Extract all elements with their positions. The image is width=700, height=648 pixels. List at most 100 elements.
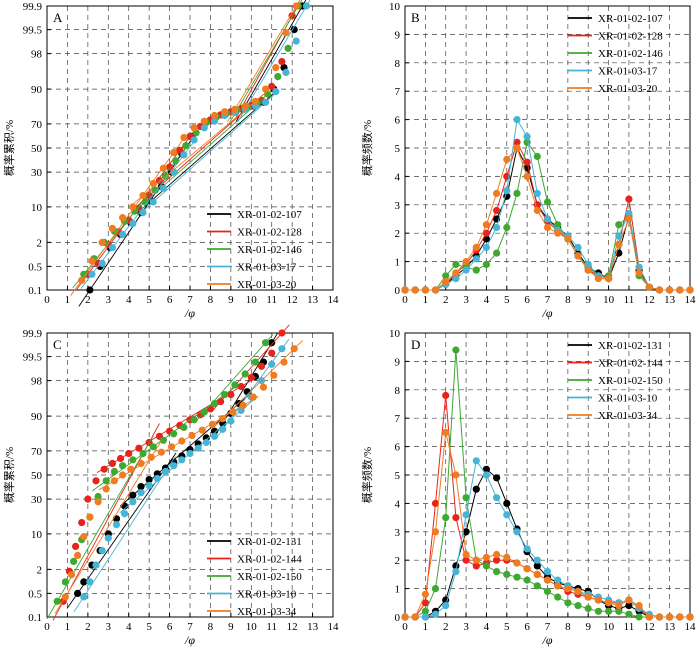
x-tick-label: 5 bbox=[146, 621, 152, 633]
data-point bbox=[84, 495, 92, 503]
data-point bbox=[533, 556, 541, 564]
data-point bbox=[615, 221, 623, 229]
data-point bbox=[170, 168, 178, 176]
data-point bbox=[554, 582, 562, 590]
y-tick-label: 0.5 bbox=[28, 261, 42, 273]
data-point bbox=[584, 593, 592, 601]
data-point bbox=[523, 545, 531, 553]
trend-line bbox=[54, 440, 162, 614]
y-tick-label: 2 bbox=[395, 228, 401, 240]
data-point bbox=[149, 198, 157, 206]
data-point bbox=[676, 613, 684, 621]
x-tick-label: 10 bbox=[603, 294, 615, 306]
data-point bbox=[666, 613, 674, 621]
data-point bbox=[149, 443, 157, 451]
data-point bbox=[482, 553, 490, 562]
x-tick-label: 11 bbox=[266, 294, 277, 306]
data-point bbox=[278, 329, 286, 337]
data-point bbox=[431, 499, 440, 507]
data-point bbox=[290, 345, 298, 353]
series-xr-01-02-150 bbox=[46, 334, 274, 620]
data-point bbox=[564, 585, 572, 593]
data-point bbox=[74, 589, 82, 598]
data-point bbox=[442, 602, 450, 610]
data-point bbox=[139, 209, 147, 217]
y-tick-label: 30 bbox=[31, 167, 43, 179]
data-point bbox=[172, 157, 180, 165]
data-point bbox=[431, 528, 440, 536]
y-tick-label: 8 bbox=[395, 385, 401, 397]
y-tick-label: 0.1 bbox=[28, 612, 42, 624]
x-tick-label: 3 bbox=[463, 294, 469, 306]
data-point bbox=[92, 561, 100, 569]
trend-line bbox=[237, 0, 311, 122]
data-point bbox=[533, 206, 541, 215]
y-tick-label: 90 bbox=[31, 411, 43, 423]
data-point bbox=[129, 456, 137, 464]
trend-line bbox=[196, 334, 274, 421]
data-point bbox=[472, 457, 480, 465]
data-point bbox=[178, 456, 186, 464]
data-point bbox=[186, 449, 194, 458]
x-tick-label: 6 bbox=[524, 621, 530, 633]
data-point bbox=[257, 362, 266, 370]
trend-line bbox=[73, 456, 176, 613]
data-point bbox=[72, 542, 80, 551]
data-point bbox=[452, 471, 460, 479]
data-point bbox=[554, 229, 562, 237]
data-point bbox=[78, 276, 86, 284]
data-point bbox=[421, 590, 429, 598]
data-point bbox=[482, 562, 490, 570]
data-point bbox=[452, 346, 460, 354]
data-point bbox=[686, 286, 694, 294]
data-point bbox=[198, 426, 206, 434]
x-axis-title: /φ bbox=[184, 306, 195, 320]
data-point bbox=[482, 221, 490, 229]
data-point bbox=[411, 613, 419, 621]
trend-line bbox=[129, 89, 270, 208]
data-point bbox=[272, 88, 280, 96]
y-tick-label: 9 bbox=[395, 356, 401, 368]
data-point bbox=[482, 229, 490, 237]
data-point bbox=[137, 483, 145, 491]
data-point bbox=[268, 82, 276, 90]
data-point bbox=[119, 230, 127, 238]
data-point bbox=[178, 437, 186, 445]
y-tick-label: 3 bbox=[395, 527, 401, 539]
data-point bbox=[280, 358, 288, 366]
x-tick-label: 4 bbox=[126, 621, 132, 633]
y-tick-label: 10 bbox=[389, 1, 401, 13]
y-tick-label: 99.9 bbox=[23, 1, 43, 13]
series-xr-01-03-20 bbox=[401, 144, 694, 294]
x-tick-label: 7 bbox=[187, 294, 193, 306]
trend-line bbox=[229, 0, 303, 123]
data-point bbox=[208, 420, 217, 428]
x-tick-label: 0 bbox=[402, 294, 408, 306]
data-point bbox=[278, 345, 286, 353]
data-point bbox=[523, 133, 531, 141]
data-point bbox=[564, 599, 572, 607]
data-point bbox=[100, 465, 108, 473]
x-tick-label: 9 bbox=[228, 294, 234, 306]
data-point bbox=[513, 528, 521, 536]
data-point bbox=[70, 557, 78, 566]
data-point bbox=[625, 602, 633, 610]
x-tick-label: 8 bbox=[565, 621, 571, 633]
data-point bbox=[219, 415, 227, 423]
x-tick-label: 13 bbox=[664, 621, 676, 633]
data-point bbox=[503, 553, 511, 562]
y-tick-label: 99.5 bbox=[23, 25, 43, 37]
data-point bbox=[574, 243, 582, 251]
series-xr-01-02-150 bbox=[401, 346, 694, 621]
legend-entry: XR-01-03-20 bbox=[237, 279, 297, 291]
trend-line bbox=[46, 435, 154, 620]
data-point bbox=[159, 184, 167, 192]
data-point bbox=[110, 467, 118, 476]
data-point bbox=[210, 117, 219, 125]
data-point bbox=[513, 573, 521, 581]
series-xr-01-02-131 bbox=[66, 332, 278, 609]
x-tick-label: 2 bbox=[85, 621, 91, 633]
legend-entry: XR-01-02-150 bbox=[598, 375, 663, 387]
series-xr-01-03-20 bbox=[70, 0, 301, 296]
